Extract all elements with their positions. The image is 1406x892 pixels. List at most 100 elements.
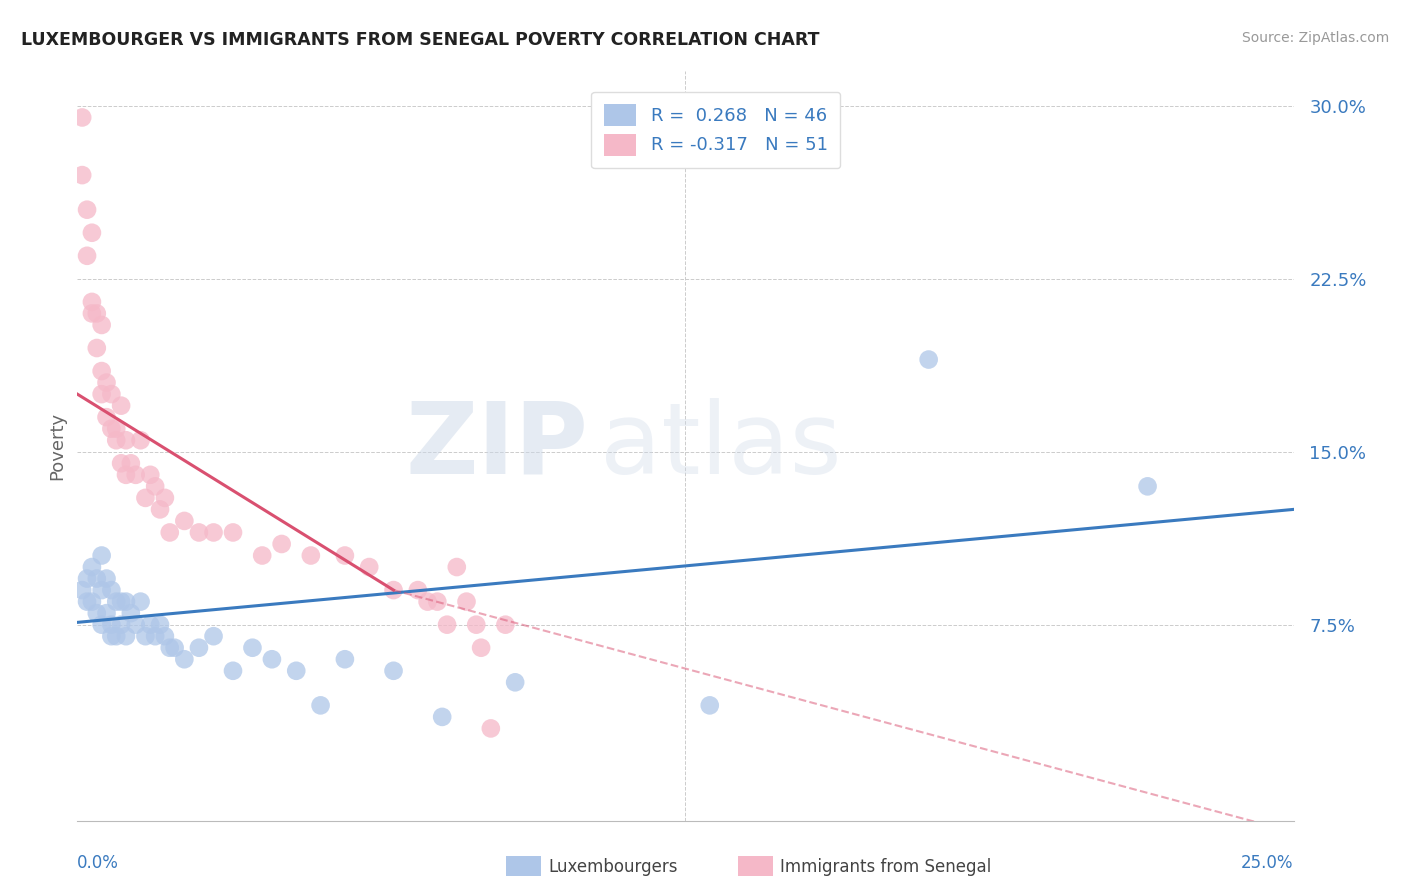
Point <box>86 341 108 355</box>
Point <box>134 629 156 643</box>
Point <box>86 572 108 586</box>
Point <box>90 549 112 563</box>
Point <box>159 525 181 540</box>
Point <box>309 698 332 713</box>
Point <box>333 652 356 666</box>
Point <box>129 434 152 448</box>
Point <box>86 306 108 320</box>
Point <box>382 583 405 598</box>
Point <box>90 364 112 378</box>
Point <box>105 422 128 436</box>
Point <box>76 249 98 263</box>
Point <box>149 502 172 516</box>
Point <box>202 629 225 643</box>
Point <box>115 434 138 448</box>
Point <box>299 549 322 563</box>
Point <box>110 594 132 608</box>
Point <box>503 675 526 690</box>
Text: Immigrants from Senegal: Immigrants from Senegal <box>780 858 991 876</box>
Point <box>382 664 405 678</box>
Text: Source: ZipAtlas.com: Source: ZipAtlas.com <box>1241 31 1389 45</box>
Point <box>430 710 453 724</box>
Point <box>76 594 98 608</box>
Point <box>134 491 156 505</box>
Point <box>125 617 148 632</box>
Point <box>173 514 195 528</box>
Point <box>70 168 93 182</box>
Point <box>188 640 211 655</box>
Point <box>70 111 93 125</box>
Point <box>96 376 118 390</box>
Point <box>222 664 245 678</box>
Point <box>100 583 122 598</box>
Point <box>250 549 273 563</box>
Point <box>125 467 148 482</box>
Point <box>90 617 112 632</box>
Point <box>260 652 283 666</box>
Text: 25.0%: 25.0% <box>1241 855 1294 872</box>
Point <box>359 560 381 574</box>
Point <box>333 549 356 563</box>
Point <box>80 594 103 608</box>
Point <box>139 617 162 632</box>
Point <box>110 456 132 470</box>
Point <box>115 467 138 482</box>
Point <box>90 318 112 332</box>
Point <box>96 606 118 620</box>
Point <box>110 617 132 632</box>
Text: atlas: atlas <box>600 398 842 494</box>
Point <box>100 387 122 401</box>
Point <box>120 606 142 620</box>
Point <box>465 617 488 632</box>
Legend: R =  0.268   N = 46, R = -0.317   N = 51: R = 0.268 N = 46, R = -0.317 N = 51 <box>591 92 841 169</box>
Point <box>426 594 449 608</box>
Point <box>202 525 225 540</box>
Text: 0.0%: 0.0% <box>77 855 120 872</box>
Point <box>470 640 492 655</box>
Point <box>80 306 103 320</box>
Point <box>96 410 118 425</box>
Point <box>86 606 108 620</box>
Point <box>153 491 176 505</box>
Text: ZIP: ZIP <box>405 398 588 494</box>
Point <box>105 594 128 608</box>
Point <box>80 294 103 309</box>
Point <box>70 583 93 598</box>
Point <box>115 629 138 643</box>
Point <box>110 399 132 413</box>
Point <box>105 629 128 643</box>
Point <box>120 456 142 470</box>
Point <box>494 617 516 632</box>
Point <box>115 594 138 608</box>
Point <box>479 722 502 736</box>
Y-axis label: Poverty: Poverty <box>48 412 66 480</box>
Point <box>100 617 122 632</box>
Point <box>456 594 478 608</box>
Point <box>242 640 264 655</box>
Point <box>143 479 166 493</box>
Point <box>80 560 103 574</box>
Point <box>446 560 468 574</box>
Text: Luxembourgers: Luxembourgers <box>548 858 678 876</box>
Point <box>153 629 176 643</box>
Point <box>149 617 172 632</box>
Point <box>129 594 152 608</box>
Point <box>76 572 98 586</box>
Point <box>1136 479 1159 493</box>
Point <box>159 640 181 655</box>
Point <box>143 629 166 643</box>
Point <box>100 422 122 436</box>
Text: LUXEMBOURGER VS IMMIGRANTS FROM SENEGAL POVERTY CORRELATION CHART: LUXEMBOURGER VS IMMIGRANTS FROM SENEGAL … <box>21 31 820 49</box>
Point <box>416 594 439 608</box>
Point <box>406 583 429 598</box>
Point <box>173 652 195 666</box>
Point <box>139 467 162 482</box>
Point <box>270 537 292 551</box>
Point <box>105 434 128 448</box>
Point <box>285 664 308 678</box>
Point <box>100 629 122 643</box>
Point <box>96 572 118 586</box>
Point <box>90 583 112 598</box>
Point <box>163 640 186 655</box>
Point <box>90 387 112 401</box>
